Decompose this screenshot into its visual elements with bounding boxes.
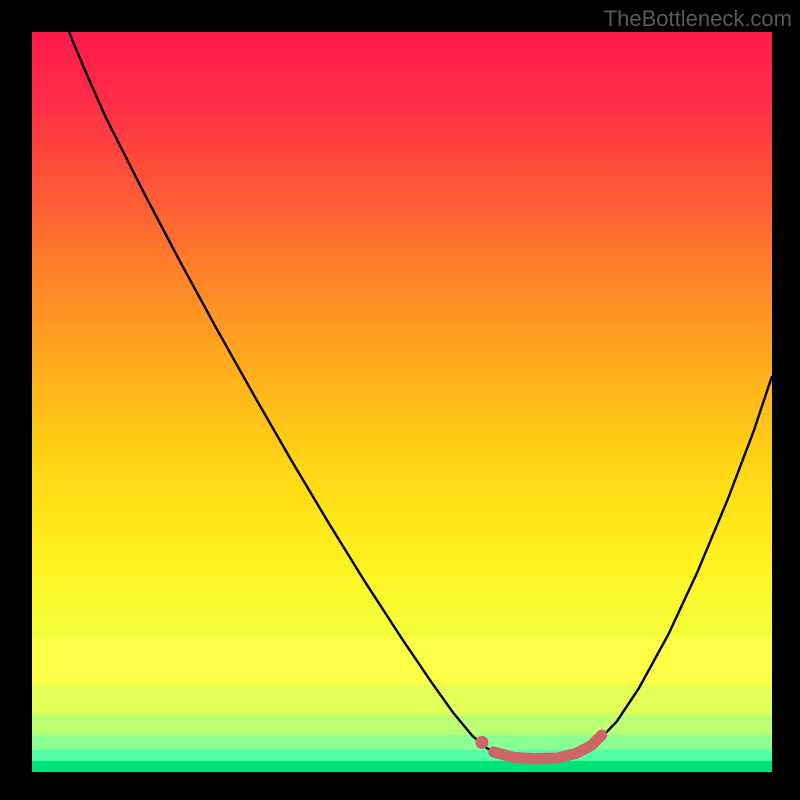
optimal-zone-start-dot (475, 736, 488, 749)
band-stripe (32, 750, 772, 761)
band-stripe (32, 735, 772, 750)
band-stripe (32, 685, 772, 715)
band-stripe (32, 637, 772, 685)
chart-svg (32, 32, 772, 772)
chart-plot-area (32, 32, 772, 772)
band-stripe (32, 715, 772, 735)
band-stripe (32, 761, 772, 772)
bottom-band-stripes (32, 637, 772, 772)
watermark-text: TheBottleneck.com (604, 6, 792, 32)
